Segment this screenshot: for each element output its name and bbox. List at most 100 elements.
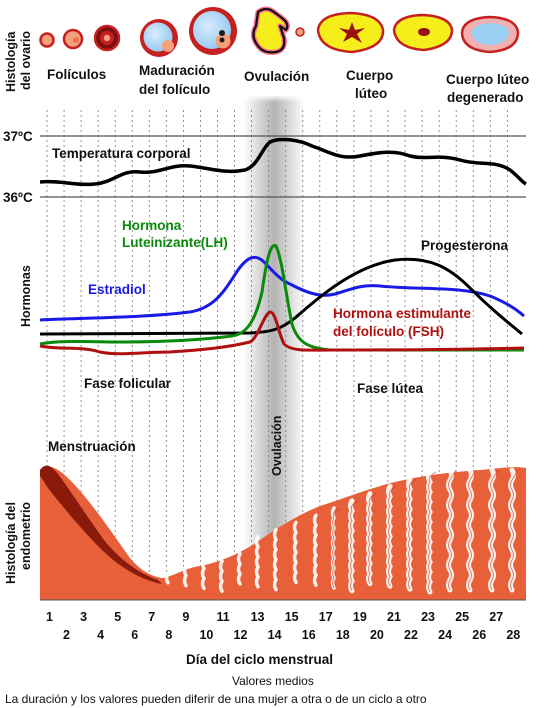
fsh-label-2: del folículo (FSH) (333, 324, 444, 339)
endometrium-side-label-1: Histología del (4, 502, 18, 584)
day-tick-label: 15 (285, 610, 299, 624)
ovary-side-label-2: del ovario (19, 31, 33, 90)
endometrium-side-label-2: endometrio (19, 502, 33, 570)
endometrium-tissue (40, 466, 526, 600)
day-tick-label: 13 (251, 610, 265, 624)
corpus-luteum-label-1: Cuerpo (346, 68, 393, 83)
endometrial-gland-edge (510, 469, 519, 591)
endometrial-gland-edge (468, 469, 477, 591)
footer-line-2: La duración y los valores pueden diferir… (5, 692, 427, 706)
ovulation-rupture-icon (250, 6, 305, 55)
temp-37-label: 37ºC (3, 129, 33, 144)
endometrial-gland (182, 563, 189, 588)
hormones-side-label: Hormonas (19, 265, 33, 327)
day-tick-label: 1 (46, 610, 53, 624)
day-tick-label: 19 (353, 610, 367, 624)
endometrial-gland (292, 520, 299, 585)
day-grid-lines (46, 110, 508, 600)
endometrial-gland-edge (428, 471, 437, 593)
corpus-luteum-late-icon (392, 13, 454, 52)
day-tick-label: 3 (80, 610, 87, 624)
fsh-curve (39, 310, 525, 356)
follicle-maturing-icon (140, 19, 178, 57)
endometrial-gland (312, 513, 319, 587)
footer-line-1: Valores medios (232, 674, 314, 688)
endometrium-layer (40, 465, 526, 600)
day-ticks-odd: 1 3 5 7 9 11 13 15 17 19 21 23 25 27 (46, 610, 503, 624)
corpus-albicans-icon (460, 15, 520, 54)
degenerate-label-1: Cuerpo lúteo (446, 72, 529, 87)
ovulation-vertical-label: Ovulación (270, 416, 284, 476)
corpus-luteum-label-2: lúteo (355, 86, 387, 101)
day-tick-label: 8 (165, 628, 172, 642)
endometrial-gland-edge (388, 485, 397, 587)
day-ticks-even: 2 4 6 8 10 12 14 16 18 20 22 24 26 28 (63, 628, 520, 642)
endometrial-glands (164, 467, 519, 595)
endometrial-gland (236, 542, 243, 586)
endometrial-gland-edge (490, 469, 499, 591)
follicles-label: Folículos (47, 67, 106, 82)
endometrial-gland-edge (448, 469, 457, 591)
estradiol-label: Estradiol (88, 282, 146, 297)
day-tick-label: 25 (455, 610, 469, 624)
follicle-growing-icon (93, 24, 121, 52)
follicle-small-icon (39, 28, 84, 50)
lh-curve (39, 244, 524, 352)
degenerate-label-2: degenerado (447, 90, 524, 105)
day-tick-label: 5 (114, 610, 121, 624)
endometrial-gland-edge (332, 507, 341, 589)
menstruation-shedding (40, 465, 162, 584)
endometrial-gland-edge (368, 493, 377, 584)
day-tick-label: 9 (182, 610, 189, 624)
ovulation-stage-label: Ovulación (244, 69, 309, 84)
ovulation-band-fade (243, 95, 305, 155)
day-tick-label: 27 (489, 610, 503, 624)
endometrial-gland-edge (350, 500, 359, 592)
temp-36-label: 36ºC (3, 190, 33, 205)
ovary-row: Folículos Maduración del folículo Ovulac… (39, 6, 529, 105)
progesterone-label: Progesterona (421, 238, 509, 253)
day-tick-label: 6 (131, 628, 138, 642)
day-tick-label: 17 (319, 610, 333, 624)
day-tick-label: 16 (302, 628, 316, 642)
endometrial-gland-edge (408, 478, 417, 590)
day-tick-label: 22 (404, 628, 418, 642)
endometrial-gland (254, 535, 261, 589)
day-axis-title: Día del ciclo menstrual (186, 652, 333, 667)
day-tick-label: 2 (63, 628, 70, 642)
estradiol-curve (39, 255, 525, 322)
temperature-curve (39, 137, 527, 187)
day-tick-label: 10 (199, 628, 213, 642)
follicular-phase-label: Fase folicular (84, 376, 172, 391)
maturation-label-1: Maduración (139, 63, 215, 78)
corpus-luteum-icon (316, 11, 385, 54)
follicle-mature-icon (189, 7, 237, 55)
day-tick-label: 24 (438, 628, 452, 642)
lh-label-1: Hormona (122, 218, 182, 233)
luteal-phase-label: Fase lútea (357, 381, 424, 396)
day-tick-label: 14 (268, 628, 282, 642)
maturation-label-2: del folículo (139, 82, 210, 97)
endometrial-gland (272, 527, 279, 592)
ovary-side-label-1: Histología (4, 31, 18, 92)
day-tick-label: 20 (370, 628, 384, 642)
lh-label-2: Luteinizante(LH) (122, 235, 228, 250)
day-tick-label: 21 (387, 610, 401, 624)
day-tick-label: 23 (421, 610, 435, 624)
fsh-label-1: Hormona estimulante (333, 306, 472, 321)
endometrial-gland (218, 549, 225, 593)
day-tick-label: 12 (234, 628, 248, 642)
day-tick-label: 4 (97, 628, 104, 642)
temperature-label: Temperatura corporal (52, 146, 191, 161)
progesterone-curve (39, 257, 523, 336)
day-tick-label: 18 (336, 628, 350, 642)
day-tick-label: 28 (506, 628, 520, 642)
day-tick-label: 11 (217, 610, 230, 624)
endometrial-gland (164, 571, 170, 585)
day-tick-label: 26 (472, 628, 486, 642)
endometrial-gland (200, 556, 207, 591)
menstruation-label: Menstruación (48, 439, 136, 454)
day-tick-label: 7 (148, 610, 155, 624)
